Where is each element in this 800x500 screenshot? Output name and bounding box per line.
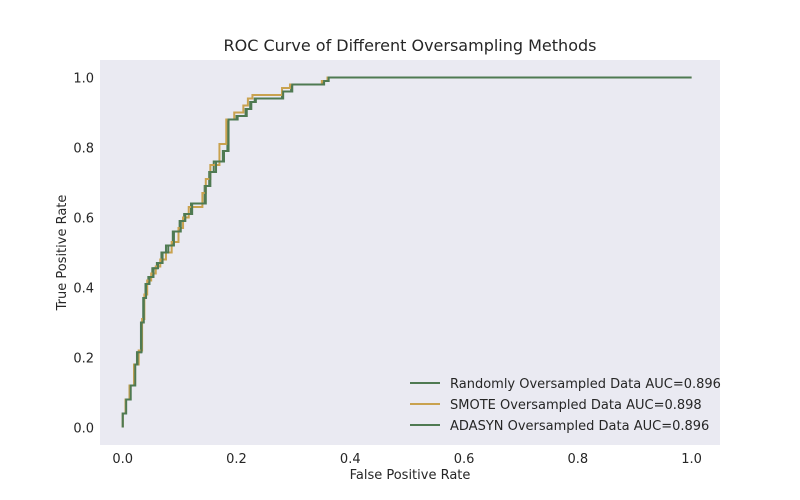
y-tick-label: 0.4 <box>73 282 94 297</box>
legend-label-1: Randomly Oversampled Data AUC=0.896 <box>450 377 721 392</box>
y-tick-label: 1.0 <box>73 72 94 87</box>
y-tick-label: 0.2 <box>73 352 94 367</box>
chart-title: ROC Curve of Different Oversampling Meth… <box>224 36 597 55</box>
legend: Randomly Oversampled Data AUC=0.896 SMOTE… <box>410 377 721 434</box>
y-tick-label: 0.6 <box>73 212 94 227</box>
legend-label-2: SMOTE Oversampled Data AUC=0.898 <box>450 398 702 413</box>
y-axis-ticks: 0.0 0.2 0.4 0.6 0.8 1.0 <box>73 72 94 437</box>
y-axis-label: True Positive Rate <box>55 195 70 312</box>
y-tick-label: 0.0 <box>73 422 94 437</box>
plot-background <box>100 60 720 445</box>
x-tick-label: 0.0 <box>112 452 133 467</box>
series-line-3 <box>121 76 692 428</box>
x-axis-ticks: 0.0 0.2 0.4 0.6 0.8 1.0 <box>112 452 701 467</box>
y-tick-label: 0.8 <box>73 142 94 157</box>
x-tick-label: 0.2 <box>226 452 247 467</box>
x-tick-label: 1.0 <box>681 452 702 467</box>
x-tick-label: 0.4 <box>340 452 361 467</box>
series-lines <box>121 76 692 428</box>
x-tick-label: 0.6 <box>454 452 475 467</box>
x-axis-label: False Positive Rate <box>350 468 471 483</box>
legend-label-3: ADASYN Oversampled Data AUC=0.896 <box>450 419 709 434</box>
x-tick-label: 0.8 <box>567 452 588 467</box>
